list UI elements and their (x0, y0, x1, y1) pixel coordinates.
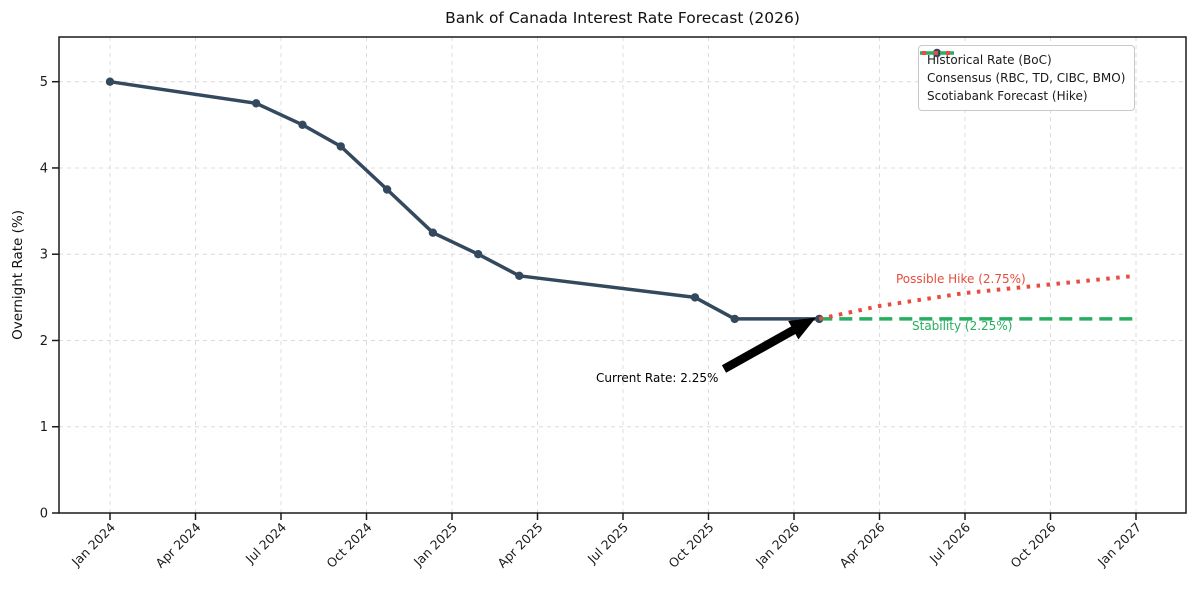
y-tick-label: 5 (40, 75, 48, 90)
chart-title: Bank of Canada Interest Rate Forecast (2… (445, 9, 800, 27)
annotation-stability: Stability (2.25%) (912, 319, 1013, 333)
y-tick-label: 0 (40, 507, 48, 522)
x-tick-label: Jan 2026 (752, 519, 802, 569)
x-tick-label: Apr 2025 (494, 520, 545, 571)
x-tick-label: Oct 2026 (1007, 519, 1058, 570)
y-axis-label: Overnight Rate (%) (10, 210, 26, 340)
data-point-marker (515, 271, 524, 280)
x-tick-label: Apr 2026 (836, 519, 887, 570)
x-tick-label: Jul 2026 (926, 519, 973, 566)
series-historical-line (109, 79, 820, 321)
data-point-marker (298, 120, 307, 129)
x-tick-label: Jan 2027 (1094, 520, 1144, 570)
x-tick-label: Jan 2024 (68, 519, 118, 569)
data-point-marker (336, 142, 345, 151)
y-tick-label: 3 (40, 248, 48, 263)
data-point-marker (690, 293, 700, 302)
legend-label: Consensus (RBC, TD, CIBC, BMO) (927, 71, 1126, 85)
legend: Historical Rate (BoC) Consensus (RBC, TD… (918, 45, 1136, 111)
annotation-current-rate: Current Rate: 2.25% (596, 371, 719, 385)
y-axis-label-wrap: Overnight Rate (%) (8, 37, 28, 513)
y-tick-label: 1 (40, 420, 48, 435)
legend-swatch-dotted-line-icon (922, 51, 952, 55)
annotation-possible-hike: Possible Hike (2.75%) (896, 272, 1026, 286)
data-point-marker (428, 228, 438, 237)
x-tick-label: Oct 2024 (323, 519, 374, 570)
legend-item-consensus: Consensus (RBC, TD, CIBC, BMO) (920, 51, 1126, 86)
legend-label: Scotiabank Forecast (Hike) (927, 89, 1088, 103)
x-tick-label: Apr 2024 (152, 519, 203, 570)
annotation-arrow (721, 317, 816, 373)
series-scotiabank-line (818, 273, 1137, 321)
y-tick-label: 4 (40, 161, 48, 176)
x-tick-label: Jul 2024 (242, 519, 289, 566)
legend-label: Historical Rate (BoC) (927, 53, 1052, 67)
data-point-marker (252, 99, 261, 108)
x-tick-label: Oct 2025 (665, 520, 716, 571)
data-point-marker (382, 185, 392, 194)
x-tick-label: Jan 2025 (410, 520, 460, 570)
y-tick-label: 2 (40, 334, 48, 349)
data-point-marker (730, 314, 739, 324)
x-tick-label: Jul 2025 (584, 520, 631, 567)
data-point-marker (474, 250, 483, 259)
legend-item-scotiabank: Scotiabank Forecast (Hike) (922, 51, 1125, 104)
data-point-marker (105, 77, 115, 86)
legend-item-historical: Historical Rate (BoC) (920, 48, 1125, 68)
